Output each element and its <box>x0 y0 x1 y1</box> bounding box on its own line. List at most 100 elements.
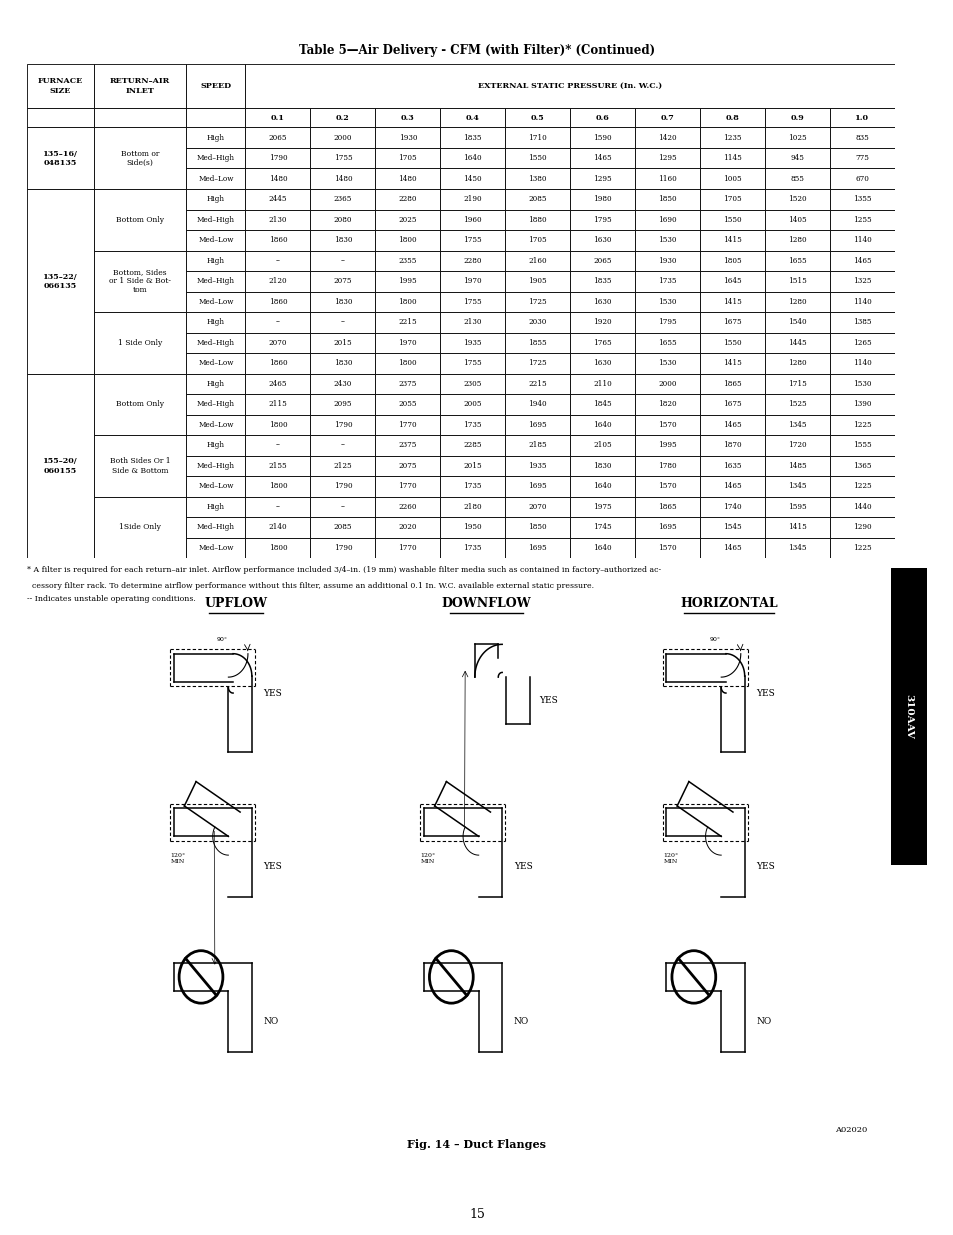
Text: 1465: 1465 <box>722 483 741 490</box>
Bar <box>186 374 245 394</box>
Bar <box>186 210 245 230</box>
Text: 1675: 1675 <box>722 400 741 409</box>
Text: cessory filter rack. To determine airflow performance without this filter, assum: cessory filter rack. To determine airflo… <box>27 582 593 589</box>
Text: 1800: 1800 <box>269 421 287 429</box>
Text: 1545: 1545 <box>722 524 741 531</box>
Bar <box>27 64 93 107</box>
Bar <box>310 189 375 210</box>
Bar <box>829 456 894 477</box>
Text: Fig. 14 – Duct Flanges: Fig. 14 – Duct Flanges <box>407 1139 546 1150</box>
Text: 1720: 1720 <box>787 441 806 450</box>
Text: NO: NO <box>514 1016 529 1026</box>
Text: 2000: 2000 <box>334 133 352 142</box>
Bar <box>764 537 829 558</box>
Text: 1630: 1630 <box>593 298 611 306</box>
Text: 15: 15 <box>469 1208 484 1221</box>
Bar <box>570 270 635 291</box>
Bar <box>245 415 310 435</box>
Bar <box>700 517 764 537</box>
Text: 1695: 1695 <box>658 524 677 531</box>
Bar <box>440 517 505 537</box>
Text: 1835: 1835 <box>593 278 611 285</box>
Bar <box>570 517 635 537</box>
Bar <box>375 251 440 270</box>
Bar <box>245 477 310 496</box>
Bar <box>375 517 440 537</box>
Text: 1530: 1530 <box>658 236 676 245</box>
Text: 1530: 1530 <box>658 298 676 306</box>
Text: 2355: 2355 <box>398 257 416 264</box>
Text: 1715: 1715 <box>787 380 806 388</box>
Text: 1390: 1390 <box>852 400 871 409</box>
Text: High: High <box>207 503 225 511</box>
Text: 1695: 1695 <box>528 483 546 490</box>
Text: 1995: 1995 <box>398 278 416 285</box>
Text: 855: 855 <box>790 174 803 183</box>
Text: 2365: 2365 <box>334 195 352 204</box>
Text: 1640: 1640 <box>463 154 481 162</box>
Bar <box>440 415 505 435</box>
Bar <box>635 270 700 291</box>
Bar <box>310 374 375 394</box>
Bar <box>186 148 245 168</box>
Bar <box>570 496 635 517</box>
Bar <box>570 477 635 496</box>
Text: 1695: 1695 <box>528 543 546 552</box>
Text: 1645: 1645 <box>722 278 741 285</box>
Text: 1970: 1970 <box>398 338 416 347</box>
Bar <box>245 270 310 291</box>
Bar <box>700 415 764 435</box>
Text: 2120: 2120 <box>269 278 287 285</box>
Text: 1705: 1705 <box>528 236 546 245</box>
Text: 1865: 1865 <box>658 503 677 511</box>
Bar <box>570 189 635 210</box>
Bar <box>245 456 310 477</box>
Text: 2430: 2430 <box>334 380 352 388</box>
Bar <box>635 107 700 127</box>
Text: 1690: 1690 <box>658 216 677 224</box>
Text: 0.1: 0.1 <box>271 114 285 121</box>
Bar <box>245 312 310 332</box>
Text: 1555: 1555 <box>852 441 871 450</box>
Bar <box>505 332 570 353</box>
Text: 1160: 1160 <box>658 174 677 183</box>
Bar <box>700 230 764 251</box>
Bar <box>764 127 829 148</box>
Bar <box>700 312 764 332</box>
Bar <box>375 435 440 456</box>
Text: Bottom Only: Bottom Only <box>116 216 164 224</box>
Bar <box>700 148 764 168</box>
Bar <box>635 127 700 148</box>
Text: NO: NO <box>263 1016 278 1026</box>
Text: 1755: 1755 <box>463 236 481 245</box>
Bar <box>635 477 700 496</box>
Text: --: -- <box>340 441 345 450</box>
Text: 1385: 1385 <box>852 319 871 326</box>
Bar <box>93 312 186 374</box>
Bar <box>310 291 375 312</box>
Bar <box>186 353 245 374</box>
Text: 1755: 1755 <box>334 154 352 162</box>
Text: 1725: 1725 <box>528 298 546 306</box>
Text: 1800: 1800 <box>398 236 416 245</box>
Text: 1225: 1225 <box>852 421 871 429</box>
Bar <box>764 168 829 189</box>
Text: 1850: 1850 <box>658 195 677 204</box>
Bar <box>310 127 375 148</box>
Text: 2215: 2215 <box>528 380 546 388</box>
Text: 2375: 2375 <box>398 380 416 388</box>
Bar <box>570 210 635 230</box>
Text: 2085: 2085 <box>528 195 546 204</box>
Bar <box>505 107 570 127</box>
Text: NO: NO <box>756 1016 771 1026</box>
Bar <box>440 537 505 558</box>
Bar <box>635 374 700 394</box>
Text: 1970: 1970 <box>463 278 481 285</box>
Bar <box>375 148 440 168</box>
Text: DOWNFLOW: DOWNFLOW <box>441 598 531 610</box>
Bar <box>635 189 700 210</box>
Text: 1590: 1590 <box>593 133 611 142</box>
Text: 1755: 1755 <box>463 298 481 306</box>
Text: 1140: 1140 <box>852 298 871 306</box>
Bar <box>764 456 829 477</box>
